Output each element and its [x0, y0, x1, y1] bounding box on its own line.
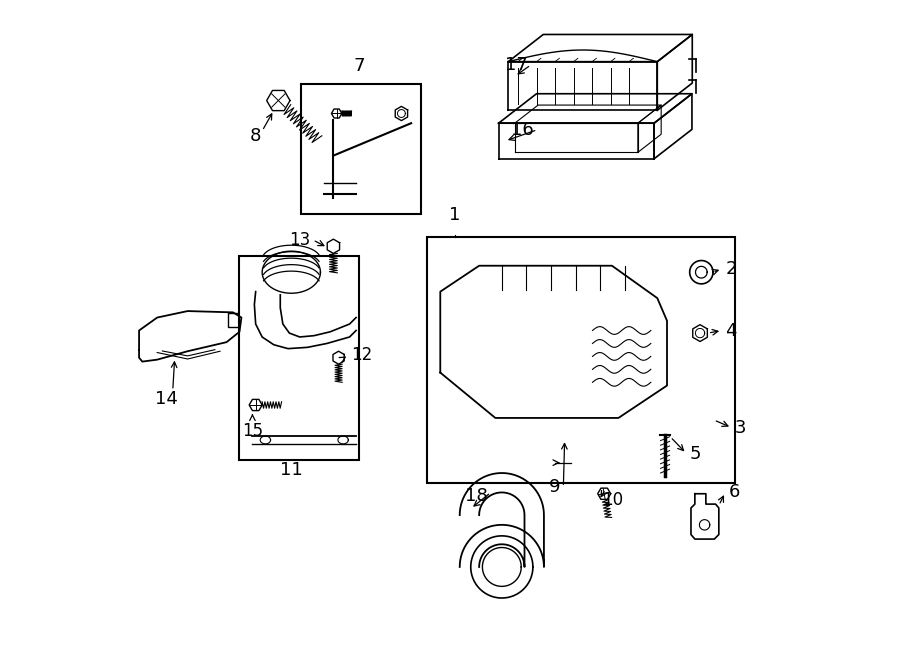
Bar	[590, 317, 654, 389]
Text: 8: 8	[250, 127, 261, 145]
Text: 5: 5	[689, 445, 701, 463]
Text: 9: 9	[549, 479, 560, 496]
Text: 6: 6	[728, 483, 740, 502]
Bar	[572, 436, 590, 447]
Text: 12: 12	[352, 346, 373, 364]
Text: 17: 17	[505, 56, 527, 74]
Text: 18: 18	[464, 486, 488, 505]
Bar	[229, 313, 241, 327]
Text: 13: 13	[290, 231, 310, 249]
Bar	[531, 391, 602, 418]
Bar	[568, 447, 594, 478]
Text: 7: 7	[354, 57, 365, 75]
Text: 2: 2	[725, 260, 737, 278]
Text: 15: 15	[242, 422, 263, 440]
Text: 11: 11	[280, 461, 302, 479]
Text: 16: 16	[511, 121, 535, 139]
Text: 3: 3	[735, 418, 746, 437]
Text: 1: 1	[449, 206, 461, 223]
Text: 10: 10	[602, 491, 624, 509]
Bar	[301, 85, 421, 214]
Text: 4: 4	[725, 321, 737, 340]
Bar	[239, 256, 359, 460]
Bar	[433, 317, 447, 337]
Bar	[657, 330, 671, 350]
Bar	[428, 237, 735, 483]
Text: 14: 14	[155, 389, 177, 408]
